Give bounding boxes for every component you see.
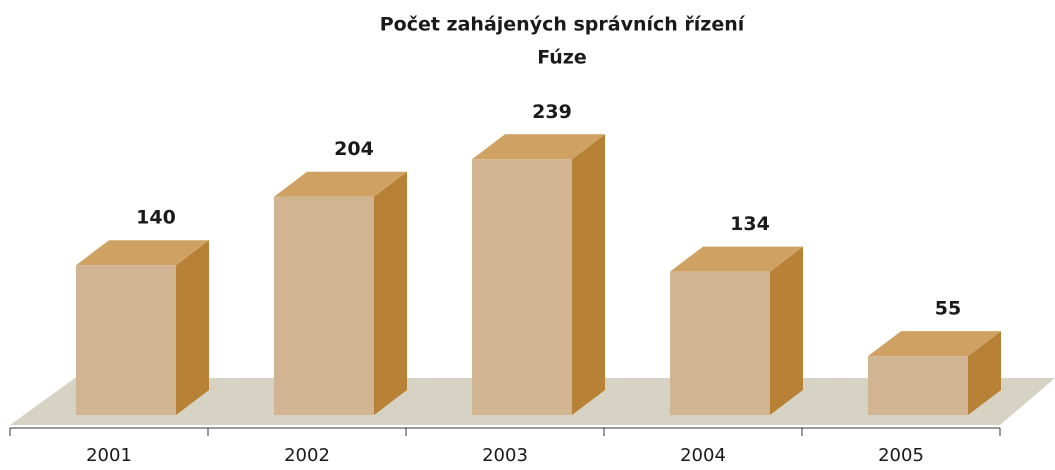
bar-top: [868, 331, 1001, 357]
bar-side: [770, 246, 803, 415]
bar: [472, 134, 605, 415]
chart-subtitle: Fúze: [537, 47, 587, 69]
bar-front: [472, 159, 572, 415]
x-tick-label: 2004: [680, 445, 726, 466]
data-label: 239: [532, 101, 572, 123]
bar-top: [472, 134, 605, 160]
x-tick-label: 2005: [878, 445, 924, 466]
bar: [868, 331, 1001, 415]
data-label: 134: [730, 213, 770, 235]
x-tick-label: 2003: [482, 445, 528, 466]
data-label: 204: [334, 138, 374, 160]
data-label: 55: [935, 298, 961, 320]
x-tick-label: 2002: [284, 445, 330, 466]
bar-front: [274, 196, 374, 415]
bar-front: [670, 271, 770, 415]
bar-front: [868, 356, 968, 415]
bar-side: [968, 331, 1001, 415]
bar-side: [176, 240, 209, 415]
bar: [670, 246, 803, 415]
bar-side: [374, 171, 407, 415]
bar: [274, 171, 407, 415]
x-tick-label: 2001: [86, 445, 132, 466]
bar-side: [572, 134, 605, 415]
bar: [76, 240, 209, 415]
bar-top: [670, 246, 803, 272]
bar-top: [76, 240, 209, 266]
bar-front: [76, 265, 176, 415]
bar-top: [274, 171, 407, 197]
chart-title: Počet zahájených správních řízení: [380, 14, 746, 36]
data-label: 140: [136, 207, 176, 229]
